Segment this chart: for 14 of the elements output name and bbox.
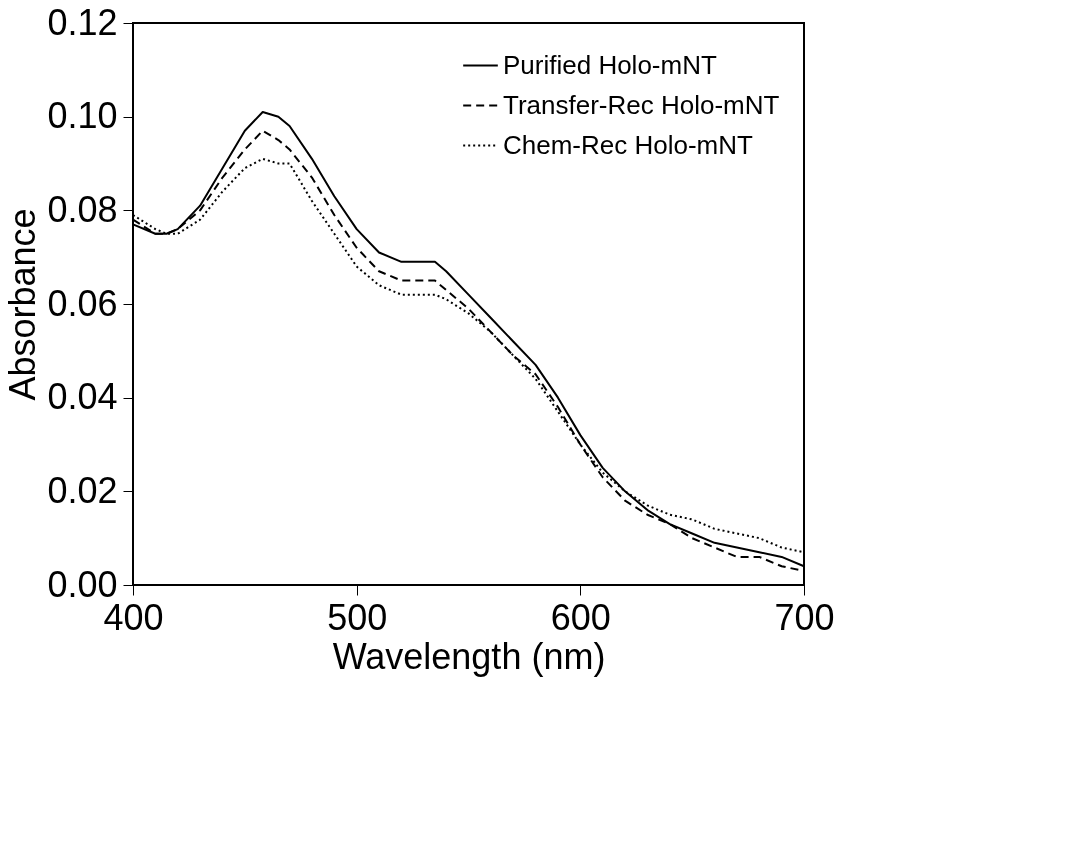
y-tick-label: 0.12 (47, 1, 118, 43)
y-tick-label: 0.02 (47, 469, 118, 511)
x-tick-label: 700 (774, 596, 835, 638)
y-tick-label: 0.10 (47, 95, 118, 137)
y-tick-label: 0.04 (47, 376, 118, 418)
x-tick-label: 600 (550, 596, 611, 638)
y-axis-title: Absorbance (2, 208, 44, 401)
legend-label: Transfer-Rec Holo-mNT (503, 89, 780, 120)
y-tick-label: 0.06 (47, 282, 118, 324)
legend-label: Chem-Rec Holo-mNT (503, 129, 754, 160)
x-axis-title: Wavelength (nm) (332, 635, 606, 677)
legend-label: Purified Holo-mNT (503, 49, 717, 80)
x-tick-label: 500 (327, 596, 388, 638)
y-tick-label: 0.08 (47, 188, 118, 230)
